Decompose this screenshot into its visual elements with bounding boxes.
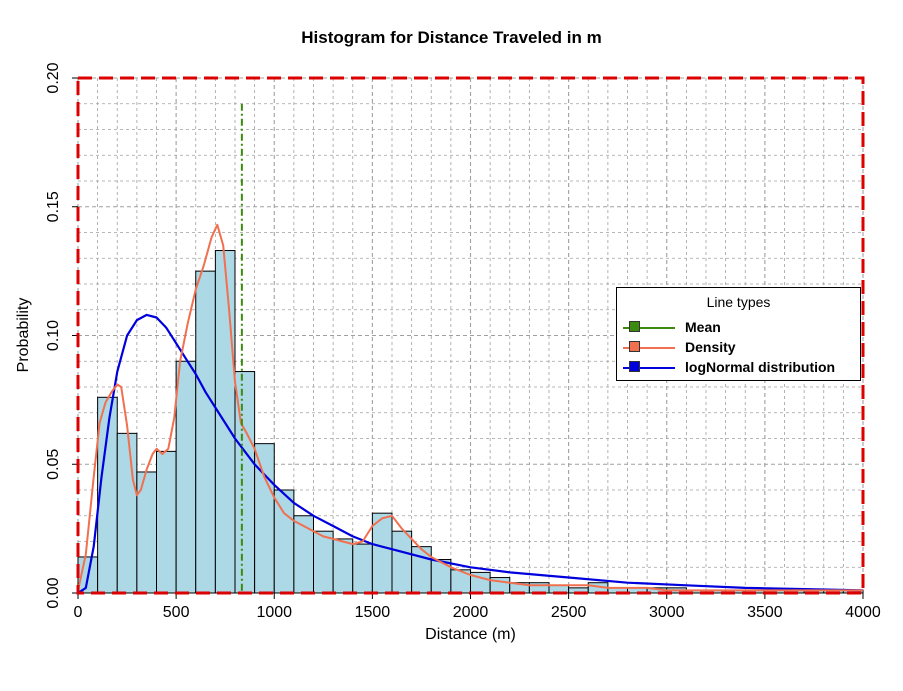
- histogram-bar: [332, 538, 354, 594]
- legend-swatch-lognormal: [629, 361, 640, 372]
- legend-label-lognormal: logNormal distribution: [685, 359, 836, 375]
- histogram-bar: [528, 582, 550, 594]
- legend-label-density: Density: [685, 339, 736, 355]
- chart-title: Histogram for Distance Traveled in m: [301, 28, 602, 47]
- legend-swatch-density: [629, 341, 640, 352]
- lognormal-series: [77, 313, 864, 594]
- x-tick-label: 2000: [453, 604, 489, 621]
- lognormal-curve: [77, 313, 864, 594]
- y-axis-label: Probability: [15, 297, 32, 373]
- legend: Line types Mean Density logNormal distri…: [616, 287, 861, 381]
- y-tick-label: 0.15: [45, 191, 62, 222]
- legend-item-density: Density: [617, 338, 860, 358]
- y-tick-label: 0.00: [45, 577, 62, 608]
- x-tick-label: 0: [74, 604, 83, 621]
- histogram-bar: [371, 512, 393, 594]
- legend-line-mean: [623, 327, 675, 329]
- density-curve: [77, 223, 863, 592]
- legend-item-mean: Mean: [617, 318, 860, 338]
- x-tick-label: 3500: [747, 604, 783, 621]
- x-tick-label: 1000: [256, 604, 292, 621]
- legend-label-mean: Mean: [685, 319, 721, 335]
- legend-line-density: [623, 347, 675, 349]
- histogram-bar: [175, 360, 197, 594]
- histogram-bar: [391, 530, 413, 594]
- x-tick-label: 3000: [649, 604, 685, 621]
- y-tick-label: 0.05: [45, 449, 62, 480]
- histogram-bar: [156, 450, 177, 594]
- histogram-bar: [116, 432, 138, 594]
- x-tick-label: 4000: [845, 604, 881, 621]
- legend-line-lognormal: [623, 367, 675, 369]
- plot-border-rect: [76, 76, 865, 595]
- density-series: [77, 223, 863, 592]
- histogram-bars: [77, 250, 864, 594]
- plot-border: [76, 76, 865, 595]
- histogram-bar: [313, 530, 334, 594]
- histogram-bar: [352, 543, 373, 594]
- y-tick-label: 0.10: [45, 320, 62, 351]
- axes: 0 500 1000 1500 2000 2500 3000 3500 4000 0.00 0.05…: [45, 62, 881, 621]
- x-tick-label: 2500: [551, 604, 587, 621]
- legend-swatch-mean: [629, 321, 640, 332]
- x-axis-label: Distance (m): [425, 626, 516, 643]
- y-tick-label: 0.20: [45, 62, 62, 93]
- legend-item-lognormal: logNormal distribution: [617, 358, 860, 378]
- legend-title: Line types: [706, 294, 771, 310]
- histogram-bar: [195, 270, 216, 594]
- histogram-bar: [293, 515, 314, 594]
- x-tick-label: 500: [163, 604, 190, 621]
- histogram-bar: [273, 489, 295, 594]
- x-tick-label: 1500: [355, 604, 391, 621]
- histogram-bar: [430, 559, 452, 594]
